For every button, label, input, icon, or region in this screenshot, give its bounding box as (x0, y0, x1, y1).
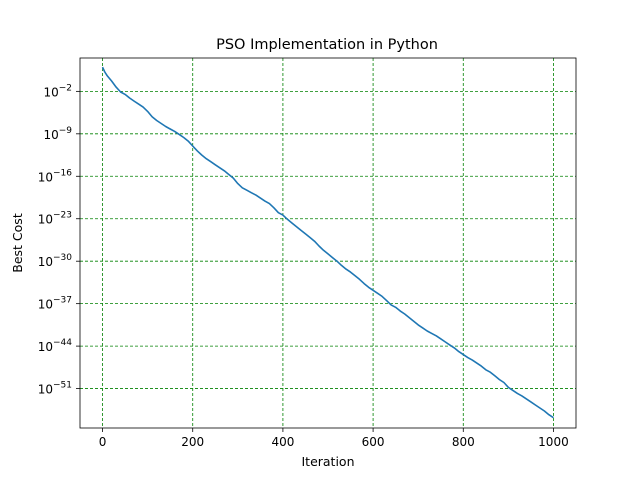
x-tick-label: 800 (452, 435, 475, 449)
x-tick-label: 1000 (538, 435, 569, 449)
y-tick-label: 10−30 (38, 253, 73, 269)
y-tick-label: 10−9 (43, 126, 72, 142)
x-tick-label: 600 (362, 435, 385, 449)
y-axis-label: Best Cost (10, 213, 25, 273)
x-tick-label: 0 (99, 435, 107, 449)
grid (80, 58, 576, 428)
x-tick-label: 400 (271, 435, 294, 449)
y-tick-label: 10−44 (38, 338, 73, 354)
y-tick-label: 10−37 (38, 296, 72, 312)
x-axis: 0 200 400 600 800 1000 (99, 428, 569, 449)
series-line-best-cost (101, 66, 554, 419)
y-tick-label: 10−23 (38, 211, 72, 227)
x-axis-label: Iteration (301, 454, 354, 469)
y-tick-label: 10−51 (38, 381, 72, 397)
x-tick-label: 200 (181, 435, 204, 449)
plot-frame (79, 57, 577, 429)
y-axis: 10−2 10−9 10−16 10−23 10−30 10−37 10−44 10−51 (38, 83, 80, 397)
y-tick-label: 10−16 (38, 168, 73, 184)
chart-title: PSO Implementation in Python (216, 37, 438, 53)
y-tick-label: 10−2 (43, 83, 72, 99)
